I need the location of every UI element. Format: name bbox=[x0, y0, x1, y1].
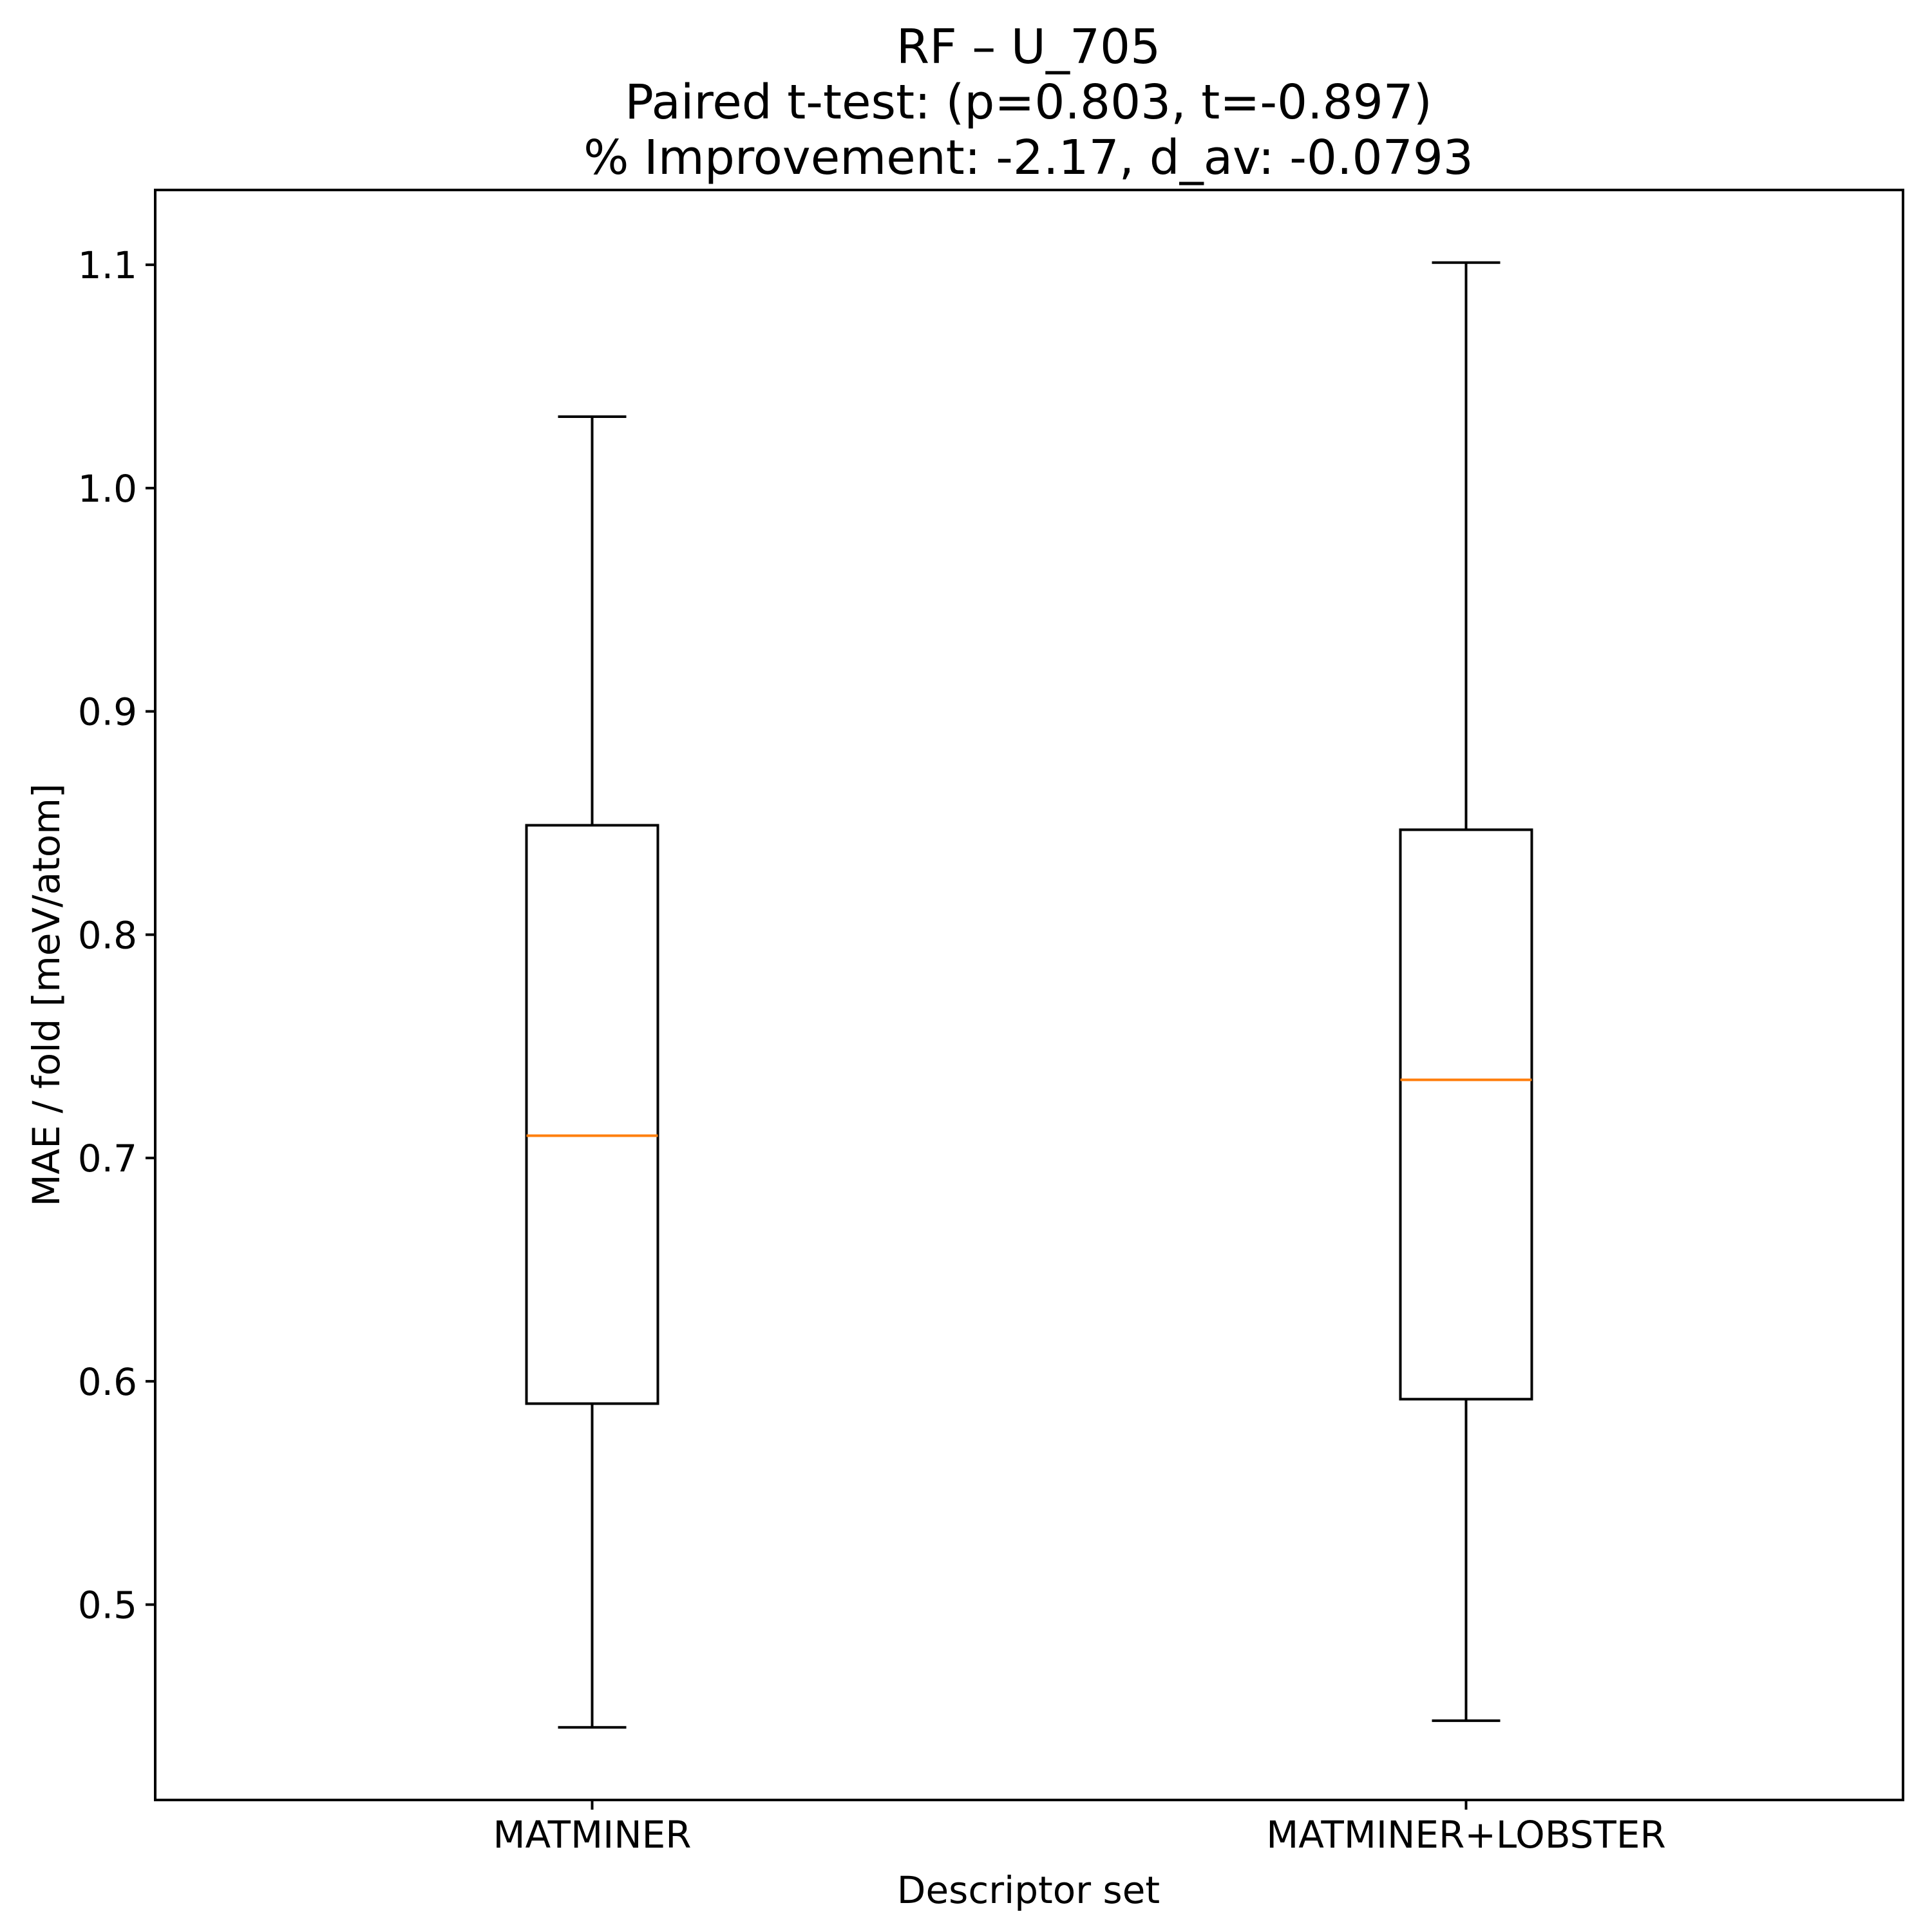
title-line-3: % Improvement: -2.17, d_av: -0.0793 bbox=[583, 130, 1473, 185]
y-axis: 0.5 0.6 0.7 0.8 0.9 1.0 1.1 bbox=[78, 243, 155, 1627]
x-axis-label: Descriptor set bbox=[897, 1868, 1160, 1912]
plot-area bbox=[525, 261, 1533, 1729]
title-line-2: Paired t-test: (p=0.803, t=-0.897) bbox=[625, 75, 1432, 130]
x-axis: MATMINER MATMINER+LOBSTER bbox=[493, 1800, 1666, 1857]
y-tick-label: 0.8 bbox=[78, 913, 137, 957]
x-tick-label: MATMINER+LOBSTER bbox=[1266, 1813, 1666, 1857]
y-tick-label: 0.6 bbox=[78, 1360, 137, 1404]
x-tick-label: MATMINER bbox=[493, 1813, 691, 1857]
y-tick-label: 1.1 bbox=[78, 243, 137, 287]
iqr-box bbox=[1399, 828, 1533, 1401]
title-line-1: RF – U_705 bbox=[896, 19, 1160, 75]
y-axis-label: MAE / fold [meV/atom] bbox=[24, 784, 68, 1207]
y-tick-label: 1.0 bbox=[78, 467, 137, 511]
y-tick-label: 0.9 bbox=[78, 690, 137, 734]
iqr-box bbox=[525, 824, 659, 1405]
chart-title: RF – U_705 Paired t-test: (p=0.803, t=-0… bbox=[583, 19, 1473, 185]
y-tick-label: 0.5 bbox=[78, 1584, 137, 1627]
box-matminer bbox=[525, 415, 659, 1729]
box-matminer-lobster bbox=[1399, 261, 1533, 1722]
y-tick-label: 0.7 bbox=[78, 1137, 137, 1180]
axes-frame bbox=[154, 189, 1904, 1801]
